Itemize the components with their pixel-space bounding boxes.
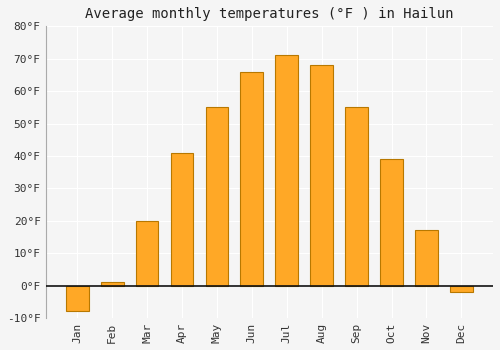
Bar <box>240 72 263 286</box>
Bar <box>101 282 124 286</box>
Bar <box>206 107 229 286</box>
Bar <box>170 153 194 286</box>
Bar <box>346 107 368 286</box>
Bar <box>380 159 403 286</box>
Bar <box>136 221 158 286</box>
Title: Average monthly temperatures (°F ) in Hailun: Average monthly temperatures (°F ) in Ha… <box>85 7 454 21</box>
Bar <box>310 65 333 286</box>
Bar <box>415 230 438 286</box>
Bar <box>450 286 472 292</box>
Bar <box>66 286 88 312</box>
Bar <box>276 55 298 286</box>
